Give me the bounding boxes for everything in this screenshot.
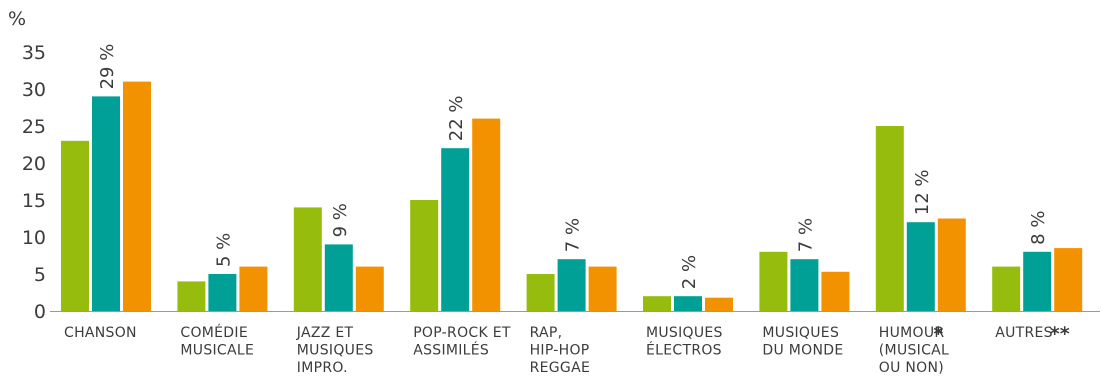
bar-series-3 bbox=[937, 218, 966, 311]
y-tick-label: 10 bbox=[22, 227, 46, 249]
x-category-label: JAZZ ET bbox=[296, 325, 354, 341]
x-category-label: COMÉDIE bbox=[180, 324, 248, 341]
y-tick-label: 5 bbox=[34, 264, 46, 286]
bar-data-label: 22 % bbox=[446, 95, 467, 141]
x-category-label: HIP-HOP bbox=[530, 343, 590, 359]
bar-series-2 bbox=[208, 274, 237, 311]
x-category-label: MUSIQUES bbox=[646, 325, 723, 341]
bar-series-3 bbox=[239, 266, 268, 311]
bar-series-3 bbox=[355, 266, 384, 311]
bar-series-3 bbox=[1054, 248, 1083, 311]
bar-series-1 bbox=[293, 207, 322, 311]
bar-series-1 bbox=[643, 296, 671, 311]
bar-series-2 bbox=[557, 259, 586, 311]
y-tick-label: 30 bbox=[22, 79, 46, 101]
bar-series-1 bbox=[759, 251, 788, 311]
bar-series-2 bbox=[324, 244, 353, 311]
x-category-label: MUSICALE bbox=[180, 343, 254, 359]
x-category-label: MUSIQUES bbox=[762, 325, 839, 341]
bar-data-label: 12 % bbox=[912, 169, 933, 215]
bar-series-2 bbox=[1023, 251, 1052, 311]
x-category-label: CHANSON bbox=[64, 325, 137, 341]
bar-series-1 bbox=[61, 140, 89, 311]
bar-series-2 bbox=[92, 96, 120, 312]
bar-series-1 bbox=[177, 281, 206, 311]
y-tick-label: 20 bbox=[22, 153, 46, 175]
bar-data-label: 5 % bbox=[213, 233, 234, 267]
x-category-label: OU NON) bbox=[879, 360, 944, 376]
footnote-marker: * bbox=[933, 323, 943, 345]
bar-series-group bbox=[61, 81, 1083, 312]
y-axis-ticks: 0 5 10 15 20 25 30 35 bbox=[22, 42, 46, 323]
bar-series-3 bbox=[705, 297, 733, 311]
x-category-label: (MUSICAL bbox=[879, 343, 949, 359]
footnote-marker: ** bbox=[1050, 323, 1070, 345]
x-category-label: ÉLECTROS bbox=[646, 342, 722, 359]
bar-series-1 bbox=[410, 200, 439, 311]
y-axis-unit-label: % bbox=[8, 8, 26, 30]
bar-series-2 bbox=[906, 222, 935, 311]
bar-data-label: 7 % bbox=[795, 218, 816, 252]
x-category-label: POP-ROCK ET bbox=[413, 325, 511, 341]
x-category-label: HUMOUR bbox=[879, 325, 945, 341]
x-category-label: DU MONDE bbox=[762, 343, 843, 359]
bar-data-label: 8 % bbox=[1028, 211, 1049, 245]
bar-series-3 bbox=[123, 81, 151, 311]
bar-series-2 bbox=[790, 259, 819, 311]
y-tick-label: 35 bbox=[22, 42, 46, 64]
bar-series-3 bbox=[821, 271, 850, 311]
bar-data-label: 29 % bbox=[97, 44, 118, 90]
bar-series-3 bbox=[588, 266, 617, 311]
bar-data-label: 2 % bbox=[679, 255, 700, 289]
y-tick-label: 0 bbox=[34, 301, 46, 323]
x-category-label: IMPRO. bbox=[297, 360, 348, 376]
bar-series-1 bbox=[992, 266, 1021, 311]
x-category-label: MUSIQUES bbox=[297, 343, 374, 359]
bar-series-3 bbox=[472, 118, 501, 311]
bar-data-label: 7 % bbox=[563, 218, 584, 252]
x-category-label: AUTRES bbox=[995, 325, 1053, 341]
bar-series-1 bbox=[875, 126, 904, 311]
x-category-label: RAP, bbox=[530, 325, 563, 341]
x-category-label: REGGAE bbox=[530, 360, 591, 376]
bar-series-2 bbox=[674, 296, 702, 311]
bar-series-2 bbox=[441, 148, 470, 311]
bar-series-1 bbox=[526, 274, 555, 311]
data-labels-group: 29 % 5 % 9 % 22 % 7 % 2 % 7 % 12 % 8 % bbox=[97, 44, 1049, 290]
x-category-label: ASSIMILÉS bbox=[413, 342, 489, 359]
y-tick-label: 25 bbox=[22, 116, 46, 138]
y-tick-label: 15 bbox=[22, 190, 46, 212]
bar-data-label: 9 % bbox=[330, 203, 351, 237]
